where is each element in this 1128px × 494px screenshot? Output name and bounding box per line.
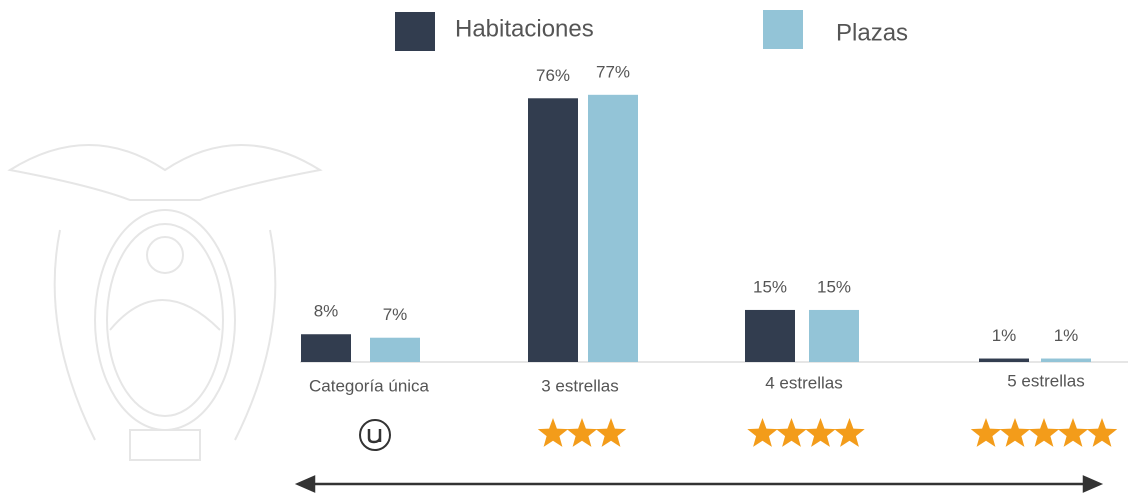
- value-label: 77%: [596, 62, 630, 81]
- legend-swatch: [763, 10, 803, 49]
- value-label: 15%: [753, 277, 787, 296]
- star-icon: [834, 418, 865, 447]
- bar: [1041, 358, 1091, 362]
- value-label: 8%: [314, 302, 339, 321]
- category-label: 4 estrellas: [765, 373, 842, 392]
- bar: [979, 358, 1029, 362]
- legend-label: Habitaciones: [455, 15, 594, 42]
- bar: [588, 94, 638, 362]
- bar: [370, 337, 420, 362]
- legend-swatch: [395, 12, 435, 51]
- star-icon: [999, 418, 1031, 447]
- value-label: 15%: [817, 277, 851, 296]
- category-label: 5 estrellas: [1007, 371, 1084, 390]
- bar: [809, 309, 859, 362]
- star-icon: [1086, 418, 1118, 447]
- star-icon: [805, 418, 836, 447]
- star-icon: [595, 418, 627, 447]
- value-label: 76%: [536, 66, 570, 85]
- value-label: 1%: [992, 326, 1017, 345]
- star-icon: [747, 418, 778, 447]
- bar: [745, 309, 795, 362]
- bar: [528, 98, 578, 362]
- watermark-emblem: [7, 144, 323, 461]
- unique-icon: [359, 419, 391, 451]
- arrow: [294, 475, 1104, 493]
- legend-label: Plazas: [836, 19, 908, 46]
- value-label: 7%: [383, 305, 408, 324]
- star-icon: [1057, 418, 1089, 447]
- star-icon: [537, 418, 569, 447]
- bar: [301, 334, 351, 362]
- star-icon: [566, 418, 598, 447]
- category-label: Categoría única: [309, 376, 430, 395]
- star-icon: [1028, 418, 1060, 447]
- star-icon: [776, 418, 807, 447]
- category-label: 3 estrellas: [541, 376, 618, 395]
- value-label: 1%: [1054, 326, 1079, 345]
- star-icon: [970, 418, 1002, 447]
